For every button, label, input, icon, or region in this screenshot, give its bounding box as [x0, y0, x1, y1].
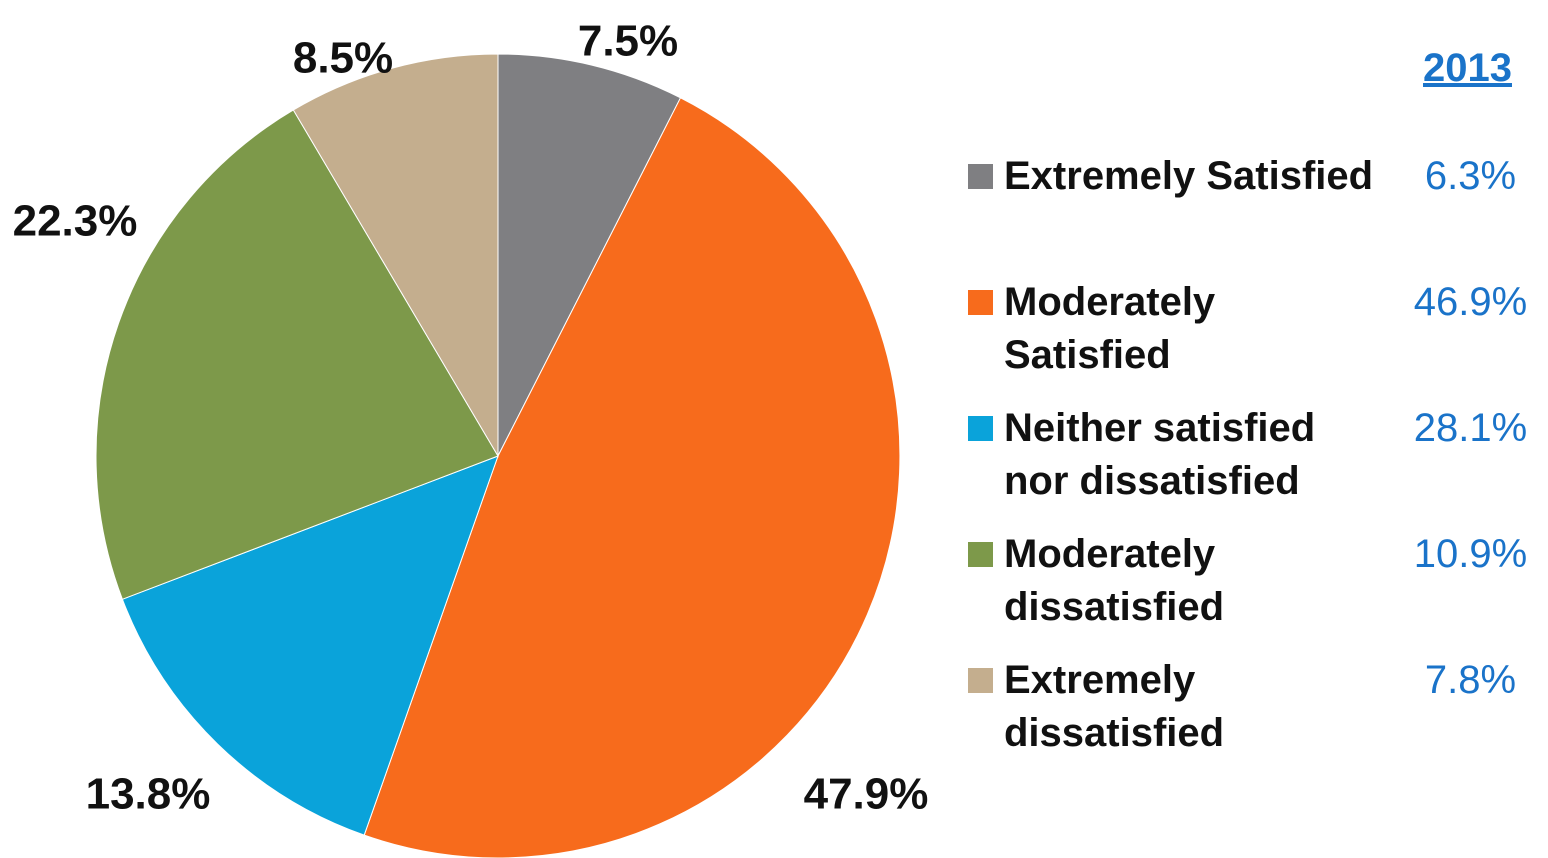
pie-slice-extremely-satisfied [497, 53, 682, 457]
legend-label: Extremely dissatisfied [1004, 658, 1225, 755]
pie-slice-label: 8.5% [293, 34, 393, 83]
legend-label: Moderately Satisfied [1004, 280, 1216, 377]
legend-item-extremely-dissatisfied: Extremely dissatisfied 7.8% [968, 654, 1538, 780]
legend-label: Neither satisfied nor dissatisfied [1004, 406, 1316, 503]
legend-value-2013: 10.9% [1413, 532, 1528, 576]
legend-year-header: 2013 [1423, 46, 1512, 90]
legend-label: Moderately dissatisfied [1004, 532, 1225, 629]
pie-slice-label: 22.3% [13, 197, 138, 246]
legend-label: Extremely Satisfied [1004, 154, 1374, 198]
legend-item-extremely-satisfied: Extremely Satisfied 6.3% [968, 150, 1538, 276]
legend-swatch [968, 164, 993, 189]
legend-item-neither: Neither satisfied nor dissatisfied 28.1% [968, 402, 1538, 528]
legend-value-2013: 28.1% [1413, 406, 1528, 450]
legend-item-moderately-dissatisfied: Moderately dissatisfied 10.9% [968, 528, 1538, 654]
pie-slice-label: 47.9% [804, 770, 929, 819]
legend-value-2013: 46.9% [1413, 280, 1528, 324]
legend-swatch [968, 290, 993, 315]
legend-swatch [968, 542, 993, 567]
pie-slice-label: 13.8% [86, 770, 211, 819]
pie-slice-moderately-satisfied [363, 97, 901, 858]
legend-swatch [968, 668, 993, 693]
pie-slice-label: 7.5% [578, 17, 678, 66]
legend: Extremely Satisfied 6.3% Moderately Sati… [968, 150, 1538, 780]
legend-value-2013: 6.3% [1424, 154, 1517, 198]
pie-slices [95, 53, 901, 858]
pie-slice-neither-satisfied-nor-dissatisfied [121, 455, 499, 836]
legend-item-moderately-satisfied: Moderately Satisfied 46.9% [968, 276, 1538, 402]
pie-slice-labels: 7.5% 47.9% 13.8% 22.3% 8.5% [13, 17, 929, 819]
pie-slice-moderately-dissatisfied [95, 109, 499, 600]
legend-value-2013: 7.8% [1424, 658, 1517, 702]
legend-swatch [968, 416, 993, 441]
pie-slice-extremely-dissatisfied [292, 53, 499, 458]
